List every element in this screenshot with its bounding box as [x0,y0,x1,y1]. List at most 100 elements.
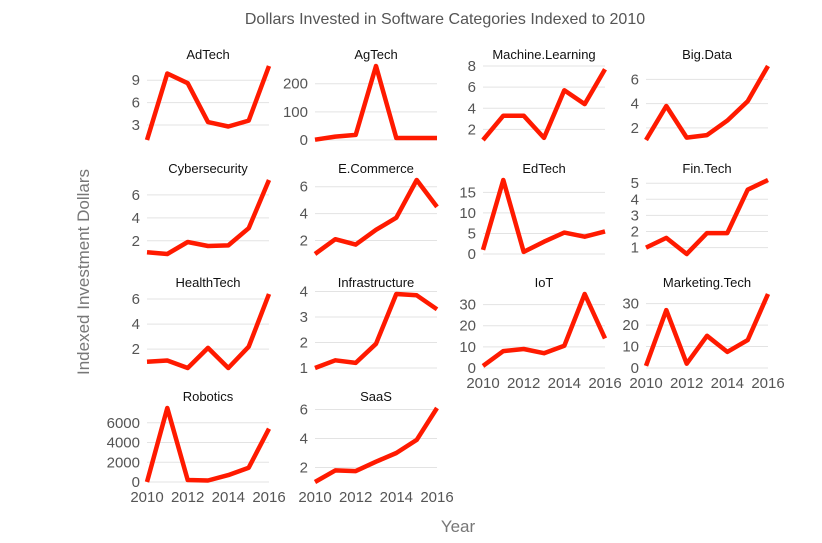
panel-title-cybersecurity: Cybersecurity [168,161,248,176]
series-line-robotics [144,405,271,483]
panel-title-e-commerce: E.Commerce [338,161,414,176]
y-tick-label-e-commerce: 2 [300,233,308,250]
panel-big-data: Big.Data 2 4 6 [631,47,770,142]
y-tick-label-robotics: 2000 [107,454,140,471]
x-tick-label-marketing-tech: 2012 [670,375,703,392]
y-tick-label-healthtech: 2 [132,341,140,358]
y-tick-label-marketing-tech: 10 [622,339,639,356]
y-tick-label-machine-learning: 6 [468,79,476,96]
x-tick-label-iot: 2016 [588,375,621,392]
panel-edtech: EdTech 0 5 10 15 [459,161,606,263]
y-tick-label-infrastructure: 2 [300,334,308,351]
y-tick-label-infrastructure: 3 [300,309,308,326]
y-tick-label-saas: 2 [300,459,308,476]
panel-title-infrastructure: Infrastructure [338,275,415,290]
panel-cybersecurity: Cybersecurity 2 4 6 [132,161,272,257]
series-line-healthtech [146,293,272,371]
y-tick-label-fin-tech: 5 [631,175,639,192]
y-tick-label-machine-learning: 4 [468,100,476,117]
x-tick-label-marketing-tech: 2014 [711,375,744,392]
series-line-marketing-tech [643,293,771,367]
series-line-adtech [144,65,272,141]
y-tick-label-fin-tech: 1 [631,240,639,257]
series-line-big-data [644,64,770,142]
y-tick-label-saas: 4 [300,430,308,447]
y-tick-label-cybersecurity: 2 [132,233,140,250]
y-tick-label-robotics: 4000 [107,435,140,452]
y-tick-label-cybersecurity: 6 [132,187,140,204]
panel-robotics: Robotics 0 2000 4000 6000 2010 2012 2014 2016 [107,389,286,506]
panel-title-agtech: AgTech [354,47,397,62]
x-tick-label-saas: 2014 [380,489,413,506]
y-tick-label-fin-tech: 4 [631,191,639,208]
y-tick-label-marketing-tech: 20 [622,317,639,334]
x-tick-label-iot: 2012 [507,375,540,392]
x-tick-label-robotics: 2010 [130,489,163,506]
y-tick-label-infrastructure: 1 [300,360,308,377]
y-tick-label-saas: 6 [300,401,308,418]
x-tick-label-robotics: 2016 [252,489,285,506]
y-tick-label-adtech: 6 [132,95,140,112]
y-tick-label-healthtech: 4 [132,316,140,333]
y-tick-label-e-commerce: 4 [300,206,308,223]
chart-title: Dollars Invested in Software Categories … [245,11,645,28]
y-tick-label-machine-learning: 2 [468,121,476,138]
y-tick-label-edtech: 10 [459,205,476,222]
y-tick-label-edtech: 5 [468,225,476,242]
y-tick-label-marketing-tech: 0 [631,360,639,377]
panel-healthtech: HealthTech 2 4 6 [132,275,272,371]
y-tick-label-healthtech: 6 [132,291,140,308]
y-tick-label-iot: 20 [459,318,476,335]
panel-saas: SaaS 2 4 6 2010 2012 2014 2016 [298,389,453,506]
y-tick-label-robotics: 6000 [107,415,140,432]
x-tick-label-robotics: 2014 [212,489,245,506]
y-tick-label-big-data: 2 [631,120,639,137]
panel-title-saas: SaaS [360,389,392,404]
y-tick-label-edtech: 0 [468,246,476,263]
x-tick-label-robotics: 2012 [171,489,204,506]
y-tick-label-robotics: 0 [132,474,140,491]
y-tick-label-infrastructure: 4 [300,283,308,300]
panel-adtech: AdTech 3 6 9 [132,47,272,141]
series-line-e-commerce [313,177,439,256]
y-tick-label-cybersecurity: 4 [132,210,140,227]
x-axis-title: Year [441,517,476,536]
x-tick-label-marketing-tech: 2016 [751,375,784,392]
y-tick-label-e-commerce: 6 [300,179,308,196]
series-line-edtech [480,177,606,255]
y-tick-label-agtech: 200 [283,76,308,93]
y-tick-label-agtech: 100 [283,104,308,121]
y-tick-label-iot: 10 [459,339,476,356]
x-tick-label-saas: 2016 [420,489,453,506]
panel-iot: IoT 0 10 20 30 2010 2012 2014 2016 [459,275,621,392]
panel-title-marketing-tech: Marketing.Tech [663,275,751,290]
panel-title-healthtech: HealthTech [175,275,240,290]
panel-agtech: AgTech 0 100 200 [283,47,437,149]
y-tick-label-adtech: 9 [132,72,140,89]
panel-infrastructure: Infrastructure 1 2 3 4 [300,275,439,377]
panel-title-edtech: EdTech [522,161,565,176]
series-line-cybersecurity [146,179,272,257]
panel-title-adtech: AdTech [186,47,229,62]
panel-title-machine-learning: Machine.Learning [492,47,595,62]
y-tick-label-iot: 30 [459,297,476,314]
x-tick-label-marketing-tech: 2010 [629,375,662,392]
y-tick-label-fin-tech: 2 [631,223,639,240]
panel-title-fin-tech: Fin.Tech [682,161,731,176]
series-line-machine-learning [481,68,607,142]
y-tick-label-adtech: 3 [132,117,140,134]
series-line-saas [313,406,439,484]
x-tick-label-saas: 2010 [298,489,331,506]
x-tick-label-iot: 2014 [548,375,581,392]
panel-e-commerce: E.Commerce 2 4 6 [300,161,439,256]
series-line-infrastructure [314,291,439,371]
x-tick-label-saas: 2012 [339,489,372,506]
y-tick-label-iot: 0 [468,360,476,377]
panel-title-big-data: Big.Data [682,47,733,62]
y-tick-label-big-data: 6 [631,71,639,88]
y-axis-title: Indexed Investment Dollars [74,169,93,375]
series-line-fin-tech [645,177,769,257]
y-tick-label-fin-tech: 3 [631,207,639,224]
y-tick-label-machine-learning: 8 [468,58,476,75]
panel-title-iot: IoT [535,275,554,290]
